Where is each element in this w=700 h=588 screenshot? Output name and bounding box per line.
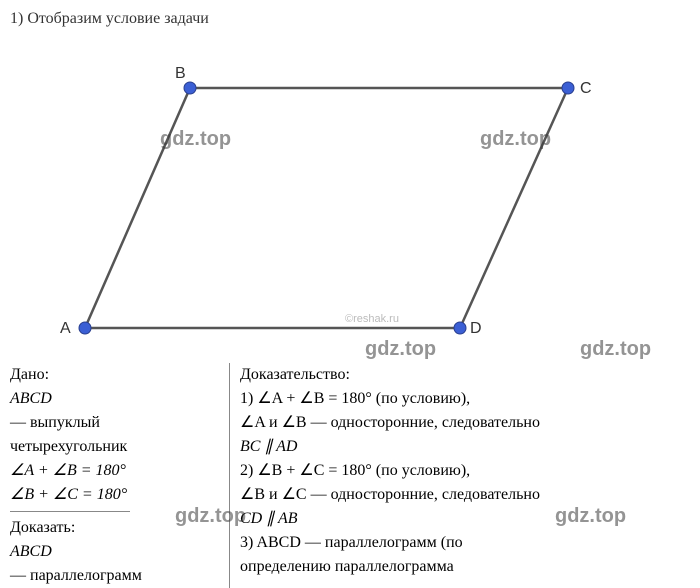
given-column: Дано: ABCD — выпуклый четырехугольник ∠A… [10, 363, 230, 588]
geometry-diagram: ABCD gdz.topgdz.top©reshak.rugdz.topgdz.… [10, 33, 690, 363]
vertex-D [454, 322, 466, 334]
proof-line: 3) ABCD — параллелограмм (по [240, 531, 690, 555]
proof-line: BC ∥ AD [240, 435, 690, 459]
proof-line: ∠A и ∠B — односторонние, следовательно [240, 411, 690, 435]
vertex-label-A: A [60, 320, 71, 337]
given-line: ABCD [10, 387, 219, 411]
vertex-label-B: B [175, 65, 186, 82]
proof-column: Доказательство: 1) ∠A + ∠B = 180° (по ус… [230, 363, 690, 588]
vertex-label-C: C [580, 80, 592, 97]
proof-label: Доказательство: [240, 363, 690, 387]
prove-label: Доказать: [10, 516, 219, 540]
proof-line: 2) ∠B + ∠C = 180° (по условию), [240, 459, 690, 483]
proof-line: ∠B и ∠C — односторонние, следовательно [240, 483, 690, 507]
prove-line: — параллелограмм [10, 564, 219, 588]
given-label: Дано: [10, 363, 219, 387]
given-line: четырехугольник [10, 435, 219, 459]
edge [460, 88, 568, 328]
vertex-C [562, 82, 574, 94]
given-line: ∠A + ∠B = 180° [10, 459, 219, 483]
divider [10, 511, 130, 512]
proof-line: 1) ∠A + ∠B = 180° (по условию), [240, 387, 690, 411]
proof-line: определению параллелограмма [240, 555, 690, 579]
parallelogram-svg: A B C D [10, 33, 690, 363]
vertex-B [184, 82, 196, 94]
proof-line: CD ∥ AB [240, 507, 690, 531]
given-line: ∠B + ∠C = 180° [10, 483, 219, 507]
given-line: — выпуклый [10, 411, 219, 435]
step-heading: 1) Отобразим условие задачи [10, 10, 690, 28]
proof-table: Дано: ABCD — выпуклый четырехугольник ∠A… [10, 363, 690, 588]
vertex-label-D: D [470, 320, 482, 337]
edge [85, 88, 190, 328]
vertex-A [79, 322, 91, 334]
prove-line: ABCD [10, 540, 219, 564]
